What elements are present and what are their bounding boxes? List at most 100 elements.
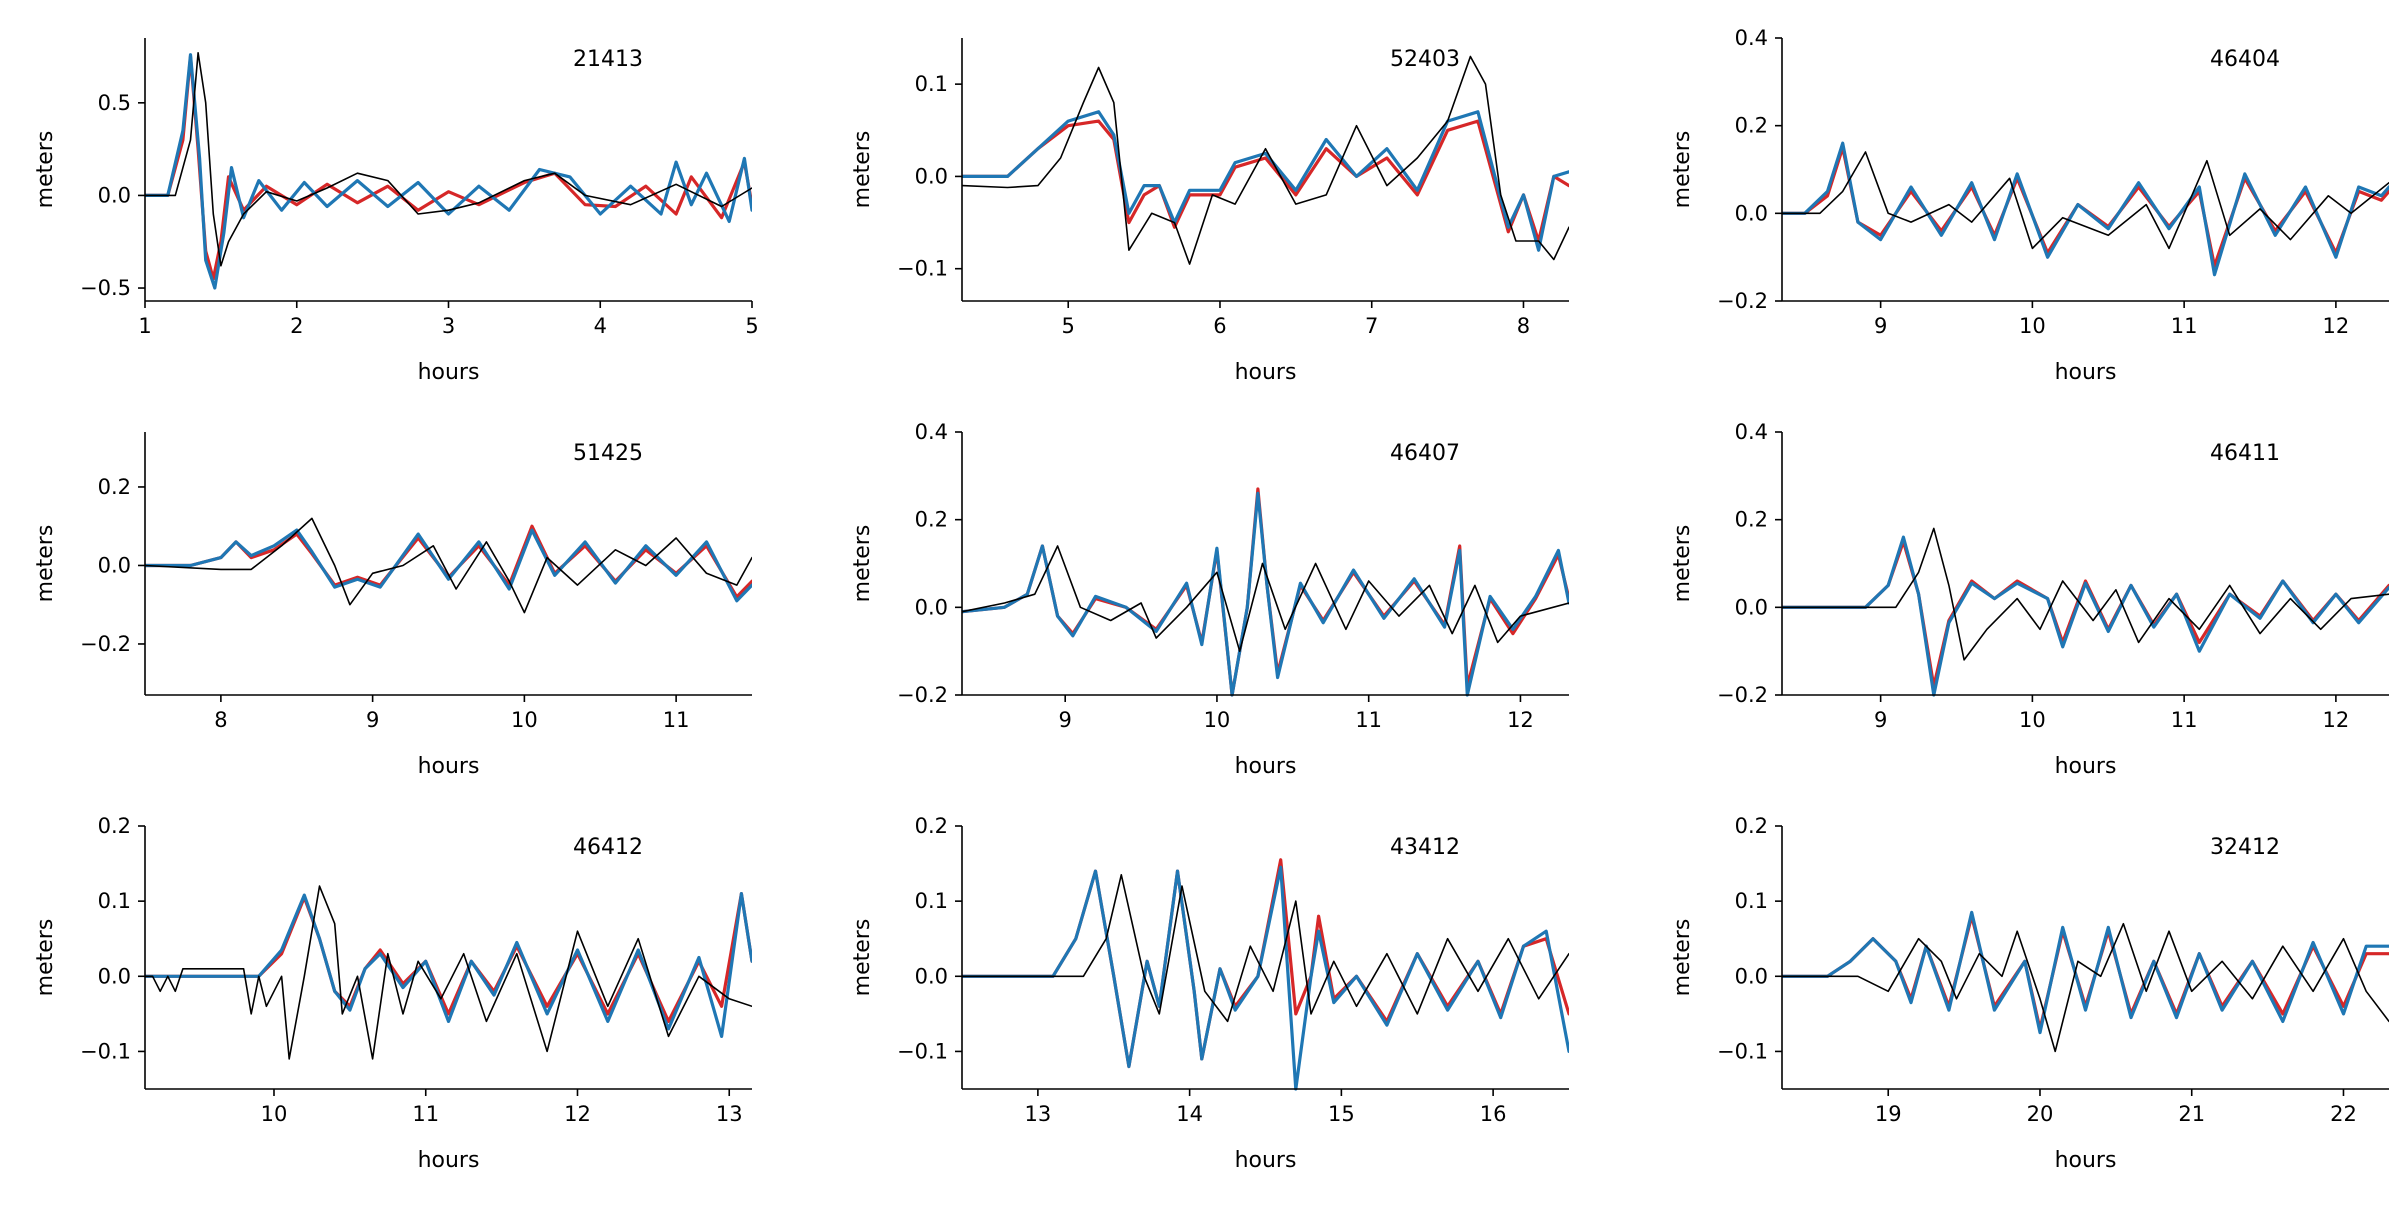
y-axis-label: meters (850, 525, 875, 603)
x-tick-label: 8 (214, 708, 227, 732)
series-group (1782, 527, 2389, 697)
x-axis-label: hours (418, 1148, 480, 1173)
subplot-46411: 9 10 11 12 −0.2 0.0 0.2 0.4 hours meters 46411 (1670, 420, 2389, 779)
x-tick-label: 10 (2019, 708, 2046, 732)
y-tick-label: 0.2 (915, 814, 948, 838)
y-tick-label: 0.1 (915, 889, 948, 913)
series-line-observed (145, 885, 752, 1060)
station-title: 52403 (1390, 47, 1460, 72)
y-tick-label: −0.2 (1717, 683, 1768, 707)
series-group (145, 885, 752, 1060)
series-line-model-b (962, 110, 1569, 252)
station-title: 21413 (573, 47, 643, 72)
series-line-model-b (962, 865, 1569, 1091)
x-tick-label: 2 (290, 314, 303, 338)
series-group (145, 52, 752, 290)
series-group (962, 858, 1569, 1091)
x-axis-label: hours (418, 360, 480, 385)
y-tick-label: 0.0 (98, 183, 131, 207)
y-tick-label: −0.1 (80, 1039, 131, 1063)
x-axis-label: hours (418, 754, 480, 779)
series-line-model-a (962, 119, 1569, 243)
x-tick-label: 19 (1875, 1102, 1902, 1126)
x-tick-label: 5 (1062, 314, 1075, 338)
x-tick-label: 16 (1480, 1102, 1507, 1126)
y-tick-label: −0.2 (897, 683, 948, 707)
y-tick-label: 0.2 (98, 475, 131, 499)
y-tick-label: −0.2 (80, 632, 131, 656)
x-tick-label: 12 (2323, 314, 2350, 338)
x-tick-label: 11 (412, 1102, 439, 1126)
series-line-model-a (145, 54, 752, 281)
y-tick-label: 0.5 (98, 91, 131, 115)
y-tick-label: 0.0 (1735, 595, 1768, 619)
subplot-46412: 10 11 12 13 −0.1 0.0 0.1 0.2 hours meters 46412 (33, 814, 752, 1173)
station-title: 43412 (1390, 835, 1460, 860)
x-tick-label: 12 (564, 1102, 591, 1126)
y-axis-label: meters (850, 131, 875, 209)
series-line-observed (145, 52, 752, 267)
series-group (962, 55, 1569, 265)
x-tick-label: 20 (2027, 1102, 2054, 1126)
series-line-model-b (1782, 141, 2389, 277)
series-line-observed (145, 517, 752, 614)
series-line-model-a (1782, 540, 2389, 688)
subplot-46407: 9 10 11 12 −0.2 0.0 0.2 0.4 hours meters 46407 (850, 420, 1569, 779)
y-axis-label: meters (1670, 525, 1695, 603)
y-tick-label: −0.2 (1717, 289, 1768, 313)
y-axis-label: meters (33, 525, 58, 603)
x-tick-label: 12 (1507, 708, 1534, 732)
y-axis-label: meters (850, 919, 875, 997)
y-tick-label: 0.0 (915, 595, 948, 619)
station-title: 46407 (1390, 441, 1460, 466)
x-tick-label: 4 (594, 314, 607, 338)
x-tick-label: 11 (2171, 314, 2198, 338)
x-tick-label: 13 (1025, 1102, 1052, 1126)
series-line-model-a (145, 892, 752, 1023)
y-tick-label: 0.0 (915, 164, 948, 188)
x-tick-label: 9 (366, 708, 379, 732)
series-group (1782, 141, 2389, 277)
series-line-model-a (1782, 914, 2389, 1031)
y-tick-label: 0.1 (1735, 889, 1768, 913)
x-tick-label: 1 (138, 314, 151, 338)
x-axis-label: hours (1235, 754, 1297, 779)
subplot-51425: 8 9 10 11 −0.2 0.0 0.2 hours meters 51425 (33, 432, 752, 779)
y-tick-label: 0.0 (1735, 964, 1768, 988)
x-tick-label: 7 (1365, 314, 1378, 338)
series-line-model-b (1782, 535, 2389, 697)
x-axis-label: hours (1235, 360, 1297, 385)
y-tick-label: −0.1 (1717, 1039, 1768, 1063)
y-tick-label: 0.4 (1735, 420, 1768, 444)
x-tick-label: 15 (1328, 1102, 1355, 1126)
x-tick-label: 22 (2330, 1102, 2357, 1126)
y-tick-label: −0.5 (80, 276, 131, 300)
subplot-32412: 19 20 21 22 −0.1 0.0 0.1 0.2 hours meters 32412 (1670, 814, 2389, 1173)
station-title: 32412 (2210, 835, 2280, 860)
y-tick-label: 0.2 (98, 814, 131, 838)
station-title: 46412 (573, 835, 643, 860)
x-tick-label: 14 (1176, 1102, 1203, 1126)
y-axis-label: meters (1670, 919, 1695, 997)
x-axis-label: hours (2055, 754, 2117, 779)
x-tick-label: 10 (511, 708, 538, 732)
x-tick-label: 11 (2171, 708, 2198, 732)
y-tick-label: 0.0 (98, 964, 131, 988)
x-tick-label: 21 (2178, 1102, 2205, 1126)
x-tick-label: 11 (1355, 708, 1382, 732)
series-line-model-b (145, 892, 752, 1038)
y-axis-label: meters (1670, 131, 1695, 209)
y-tick-label: 0.2 (1735, 814, 1768, 838)
station-title: 46411 (2210, 441, 2280, 466)
y-tick-label: 0.2 (1735, 508, 1768, 532)
y-tick-label: 0.2 (915, 508, 948, 532)
subplot-46404: 9 10 11 12 −0.2 0.0 0.2 0.4 hours meters 46404 (1670, 26, 2389, 385)
x-tick-label: 9 (1059, 708, 1072, 732)
x-tick-label: 3 (442, 314, 455, 338)
station-title: 46404 (2210, 47, 2280, 72)
series-line-observed (962, 874, 1569, 1023)
x-tick-label: 12 (2323, 708, 2350, 732)
x-axis-label: hours (2055, 360, 2117, 385)
x-axis-label: hours (2055, 1148, 2117, 1173)
y-tick-label: 0.0 (1735, 201, 1768, 225)
